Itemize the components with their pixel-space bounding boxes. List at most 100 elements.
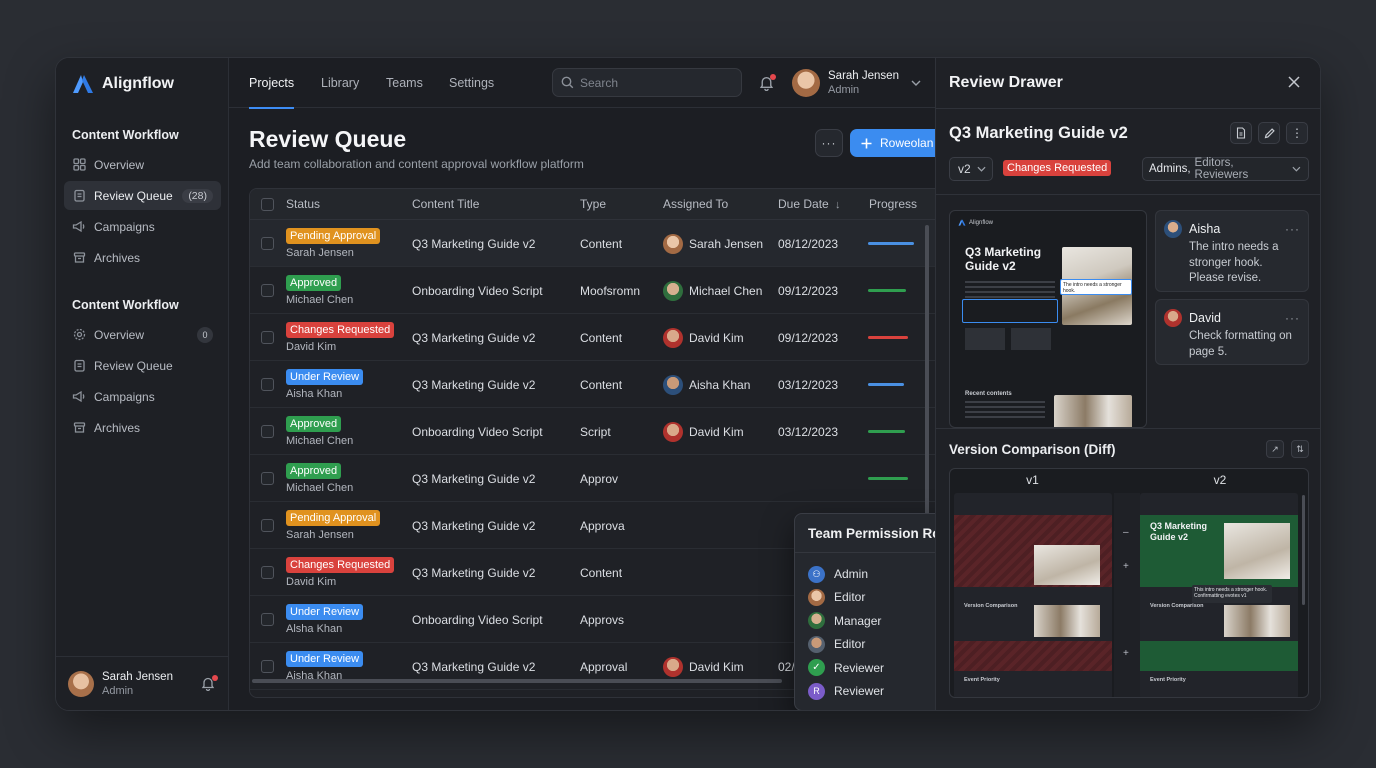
sidebar-item-archives[interactable]: Archives — [64, 243, 221, 272]
more-options-button[interactable]: ··· — [815, 129, 843, 157]
avatar — [1164, 220, 1182, 238]
status-cell: Under Review Aisha Khan — [286, 643, 364, 690]
row-checkbox[interactable] — [261, 519, 274, 532]
tab-teams[interactable]: Teams — [386, 76, 423, 90]
table-row[interactable]: Approved Michael Chen Q3 Marketing Guide v… — [250, 455, 948, 502]
more-vertical-button[interactable]: ⋮ — [1286, 122, 1308, 144]
diff-right-heading: Q3 Marketing Guide v2 — [1150, 521, 1208, 542]
sidebar: Alignflow Content Workflow Overview Revi… — [56, 58, 229, 710]
assignee-name: David Kim — [689, 659, 744, 674]
title-cell[interactable]: Q3 Marketing Guide v2 — [412, 377, 536, 392]
row-checkbox[interactable] — [261, 331, 274, 344]
bell-icon[interactable] — [201, 674, 218, 692]
sidebar-item-overview[interactable]: Overview 0 — [64, 320, 221, 349]
role-label: Manager — [834, 613, 882, 628]
sidebar-item-campaigns[interactable]: Campaigns — [64, 212, 221, 241]
row-checkbox[interactable] — [261, 613, 274, 626]
title-cell[interactable]: Q3 Marketing Guide v2 — [412, 330, 536, 345]
row-checkbox[interactable] — [261, 425, 274, 438]
table-row[interactable]: Changes Requested David Kim Q3 Marketing G… — [250, 549, 948, 596]
document-title: Q3 Marketing Guide v2 — [949, 124, 1128, 142]
row-checkbox[interactable] — [261, 566, 274, 579]
bell-icon[interactable] — [759, 74, 776, 92]
column-header-type[interactable]: Type — [580, 197, 607, 211]
megaphone-icon — [72, 390, 86, 404]
table-row[interactable]: Under Review Alsha Khan Onboarding Video S… — [250, 596, 948, 643]
clipboard-icon — [72, 189, 86, 203]
brand[interactable]: Alignflow — [72, 74, 174, 94]
role-label: Reviewer — [834, 684, 885, 698]
comment-card[interactable]: David ··· Check formatting on page 5. — [1155, 299, 1309, 365]
type-cell: Script — [580, 424, 611, 439]
settings-button[interactable]: ⇅ — [1291, 440, 1309, 458]
close-icon[interactable] — [1287, 75, 1303, 91]
title-cell[interactable]: Q3 Marketing Guide v2 — [412, 659, 536, 674]
primary-action-button[interactable]: Roweolan — [850, 129, 950, 157]
avatar — [808, 635, 825, 653]
status-cell: Changes Requested David Kim — [286, 549, 395, 596]
search-box[interactable] — [552, 68, 742, 97]
main-content: Review Queue Add team collaboration and … — [229, 108, 1042, 710]
link-button[interactable]: ↗ — [1266, 440, 1284, 458]
assignee-name: David Kim — [689, 424, 744, 439]
sidebar-user[interactable]: Sarah Jensen Admin — [56, 656, 229, 710]
more-horizontal-icon[interactable]: ··· — [1285, 222, 1300, 236]
column-header-assigned[interactable]: Assigned To — [663, 197, 729, 211]
version-select[interactable]: v2 — [949, 157, 993, 181]
title-cell[interactable]: Q3 Marketing Guide v2 — [412, 565, 536, 580]
title-cell[interactable]: Q3 Marketing Guide v2 — [412, 236, 536, 251]
table-row[interactable]: Pending Approval Sarah Jensen Q3 Marketing… — [250, 502, 948, 549]
sidebar-heading: Content Workflow — [72, 298, 179, 312]
row-checkbox[interactable] — [261, 472, 274, 485]
row-checkbox[interactable] — [261, 378, 274, 391]
search-input[interactable] — [580, 75, 730, 90]
table-row[interactable]: Changes Requested David Kim Q3 Marketing G… — [250, 314, 948, 361]
roles-select[interactable]: Admins, Editors, Reviewers — [1142, 157, 1309, 181]
diff-viewer[interactable]: v1 v2 Version Comparison Event Priority … — [949, 468, 1309, 698]
document-button[interactable] — [1230, 122, 1252, 144]
tab-library[interactable]: Library — [321, 76, 360, 90]
table-row[interactable]: Under Review Aisha Khan Q3 Marketing Guide… — [250, 643, 948, 690]
diff-scrollbar[interactable] — [1302, 495, 1305, 605]
edit-button[interactable] — [1258, 122, 1280, 144]
column-header-status[interactable]: Status — [286, 197, 321, 211]
preview-heading: Q3 Marketing Guide v2 — [965, 245, 1042, 273]
sidebar-item-review-queue[interactable]: Review Queue — [64, 351, 221, 380]
title-cell[interactable]: Onboarding Video Script — [412, 283, 543, 298]
vertical-scrollbar[interactable] — [925, 225, 929, 580]
sidebar-item-label: Overview — [94, 327, 145, 342]
sidebar-item-archives[interactable]: Archives — [64, 413, 221, 442]
column-header-title[interactable]: Content Title — [412, 197, 480, 211]
title-cell[interactable]: Onboarding Video Script — [412, 612, 543, 627]
sidebar-item-review-queue[interactable]: Review Queue (28) — [64, 181, 221, 210]
sidebar-item-overview[interactable]: Overview — [64, 150, 221, 179]
comment-author: Aisha — [1189, 222, 1221, 236]
title-cell[interactable]: Q3 Marketing Guide v2 — [412, 471, 536, 486]
diff-removed-block — [954, 641, 1112, 671]
tab-projects[interactable]: Projects — [249, 58, 295, 109]
table-row[interactable]: Approved Michael Chen Onboarding Video Scr… — [250, 408, 948, 455]
brand-logo-icon — [958, 219, 966, 226]
horizontal-scrollbar[interactable] — [252, 679, 782, 683]
sidebar-item-label: Review Queue — [94, 358, 173, 373]
more-horizontal-icon[interactable]: ··· — [1285, 311, 1300, 325]
title-cell[interactable]: Q3 Marketing Guide v2 — [412, 518, 536, 533]
table-row[interactable]: Approved Michael Chen Onboarding Video Scr… — [250, 267, 948, 314]
user-menu[interactable]: Sarah Jensen Admin — [792, 69, 921, 97]
preview-photo — [1054, 395, 1132, 427]
comment-card[interactable]: Aisha ··· The intro needs a stronger hoo… — [1155, 210, 1309, 292]
sidebar-item-label: Campaigns — [94, 219, 155, 234]
row-checkbox[interactable] — [261, 660, 274, 673]
row-checkbox[interactable] — [261, 284, 274, 297]
column-header-due-date[interactable]: Due Date ↓ — [778, 189, 841, 220]
document-preview[interactable]: Alignflow Q3 Marketing Guide v2 The intr… — [949, 210, 1147, 428]
progress-bar — [868, 430, 905, 433]
table-row[interactable]: Under Review Aisha Khan Q3 Marketing Guide… — [250, 361, 948, 408]
row-checkbox[interactable] — [261, 237, 274, 250]
select-all-checkbox[interactable] — [261, 198, 274, 211]
tab-settings[interactable]: Settings — [449, 76, 495, 90]
column-header-progress[interactable]: Progress — [869, 197, 918, 211]
table-row[interactable]: Pending Approval Sarah Jensen Q3 Marketing… — [250, 220, 948, 267]
title-cell[interactable]: Onboarding Video Script — [412, 424, 543, 439]
sidebar-item-campaigns[interactable]: Campaigns — [64, 382, 221, 411]
